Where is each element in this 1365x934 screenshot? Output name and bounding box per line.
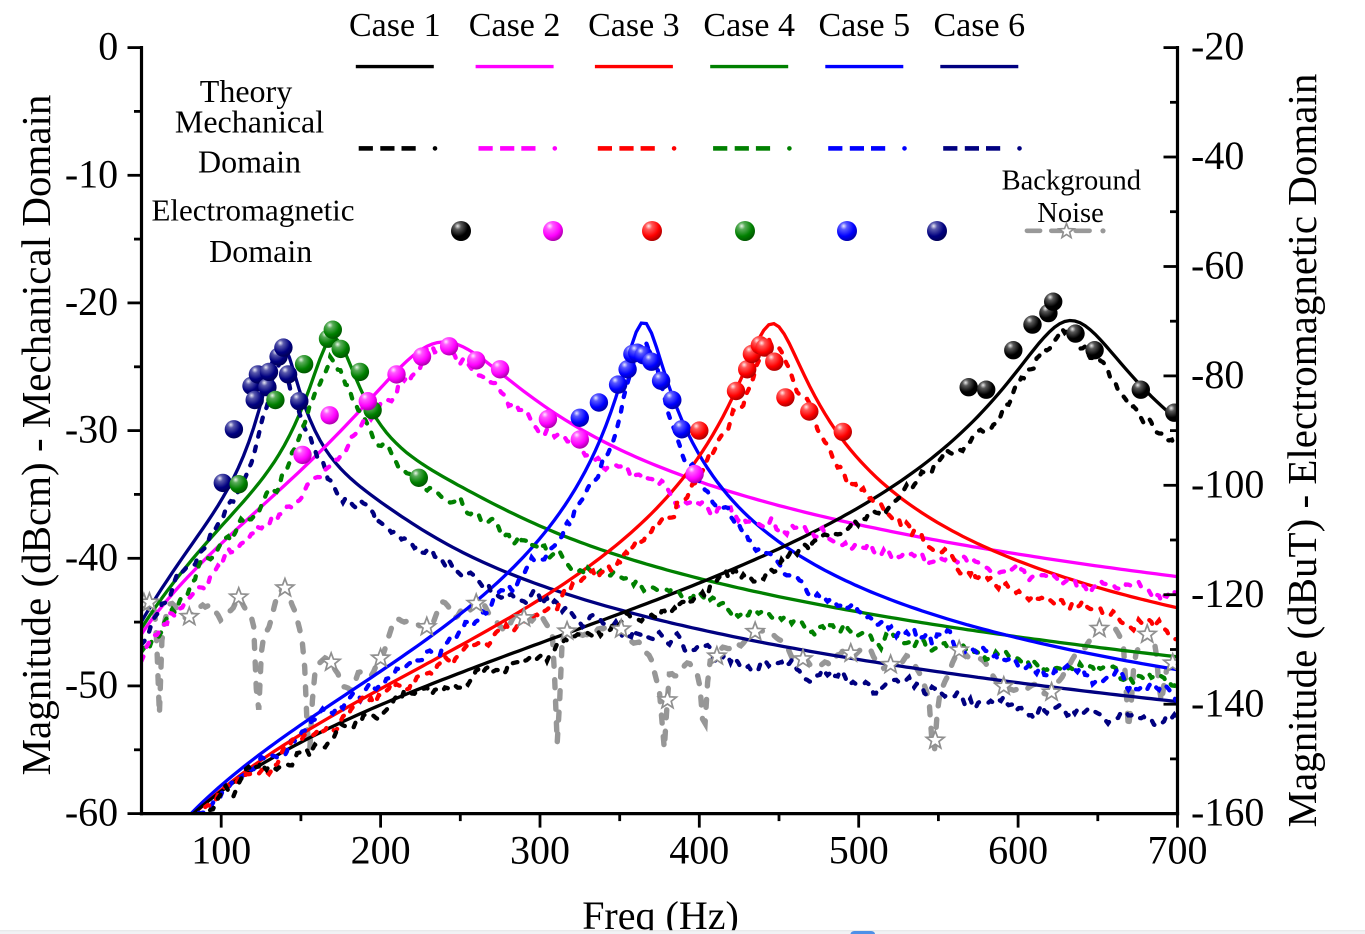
svg-text:Mechanical: Mechanical (175, 104, 324, 140)
svg-text:Electromagnetic: Electromagnetic (151, 192, 354, 227)
svg-text:-20: -20 (65, 279, 118, 324)
svg-text:-60: -60 (65, 790, 118, 835)
svg-text:-140: -140 (1191, 680, 1264, 725)
svg-text:-10: -10 (65, 151, 118, 196)
svg-text:Case 4: Case 4 (703, 7, 795, 44)
svg-text:100: 100 (191, 828, 251, 873)
svg-text:Case 5: Case 5 (819, 7, 911, 44)
svg-text:Theory: Theory (200, 73, 292, 109)
svg-text:500: 500 (829, 828, 889, 873)
svg-text:Noise: Noise (1037, 198, 1104, 229)
svg-text:-50: -50 (65, 662, 118, 707)
svg-text:-30: -30 (65, 407, 118, 452)
svg-text:-160: -160 (1191, 790, 1264, 835)
svg-text:600: 600 (988, 828, 1048, 873)
svg-text:-80: -80 (1191, 352, 1244, 397)
svg-text:Domain: Domain (209, 233, 312, 269)
svg-text:Domain: Domain (198, 144, 301, 180)
svg-text:Magnitude (dBcm) - Mechanical: Magnitude (dBcm) - Mechanical Domain (13, 95, 59, 776)
svg-text:Background: Background (1002, 165, 1141, 196)
svg-text:0: 0 (98, 24, 118, 69)
svg-text:-100: -100 (1191, 461, 1264, 506)
svg-text:-40: -40 (65, 534, 118, 579)
svg-text:400: 400 (669, 828, 729, 873)
svg-text:-60: -60 (1191, 243, 1244, 288)
svg-text:200: 200 (351, 828, 411, 873)
svg-text:700: 700 (1148, 828, 1208, 873)
svg-text:Case 1: Case 1 (349, 7, 441, 44)
svg-text:Magnitude (dBuT) - Electromagn: Magnitude (dBuT) - Electromagnetic Domai… (1279, 74, 1325, 828)
svg-text:Case 6: Case 6 (934, 7, 1026, 44)
svg-text:Case 2: Case 2 (469, 7, 561, 44)
svg-text:-20: -20 (1191, 24, 1244, 69)
svg-text:-120: -120 (1191, 571, 1264, 616)
svg-text:-40: -40 (1191, 133, 1244, 178)
svg-text:300: 300 (510, 828, 570, 873)
svg-text:Freq (Hz): Freq (Hz) (582, 893, 739, 934)
svg-text:Case 3: Case 3 (588, 7, 680, 44)
